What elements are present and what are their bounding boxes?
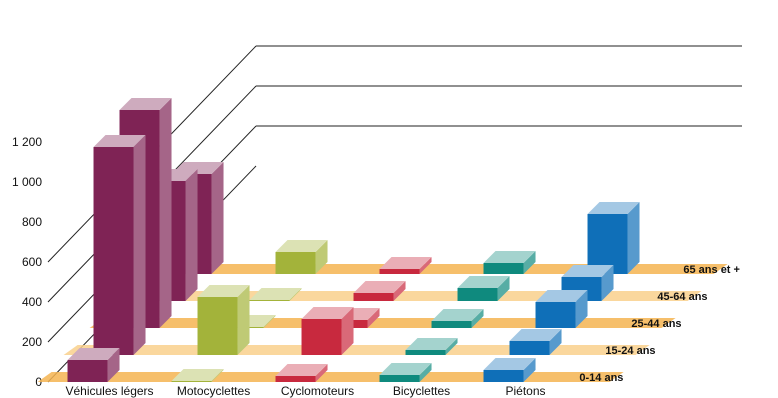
bar-cyclomoteurs-45-64-ans [353, 281, 406, 301]
series-label-15-24-ans: 15-24 ans [605, 345, 655, 357]
y-tick-label: 400 [22, 295, 42, 309]
bar-vehicules-legers-0-14-ans [67, 348, 120, 382]
bar-bicyclettes-65-ans-et [483, 251, 536, 274]
category-label-vehicules-legers: Véhicules légers [65, 384, 153, 398]
bar-bicyclettes-0-14-ans [379, 363, 432, 382]
bar-pietons-15-24-ans [509, 329, 562, 355]
bar-cyclomoteurs-15-24-ans [301, 307, 354, 355]
category-labels: Véhicules légers Motocyclettes Cyclomoteur… [65, 384, 545, 398]
bar-pietons-25-44-ans [535, 290, 588, 328]
bars [67, 98, 640, 382]
bar-cyclomoteurs-65-ans-et [379, 257, 432, 274]
floor-strip [89, 318, 676, 328]
floor-strip [63, 345, 650, 355]
bar-pietons-0-14-ans [483, 358, 536, 382]
category-label-bicyclettes: Bicyclettes [393, 384, 450, 398]
bar-motocyclettes-65-ans-et [275, 240, 328, 274]
series-label-0-14-ans: 0-14 ans [579, 372, 623, 384]
floor-strip [141, 264, 728, 274]
series-label-45-64-ans: 45-64 ans [657, 291, 707, 303]
bar-vehicules-legers-15-24-ans [93, 135, 146, 355]
bar-bicyclettes-25-44-ans [431, 309, 484, 328]
category-label-cyclomoteurs: Cyclomoteurs [281, 384, 354, 398]
y-tick-label: 600 [22, 255, 42, 269]
series-label-25-44-ans: 25-44 ans [631, 318, 681, 330]
series-label-65-ans-et: 65 ans et + [683, 264, 740, 276]
bar-cyclomoteurs-0-14-ans [275, 364, 328, 382]
y-tick-label: 800 [22, 215, 42, 229]
category-label-pietons: Piétons [506, 384, 546, 398]
floor-strip [37, 372, 624, 382]
bar-bicyclettes-15-24-ans [405, 338, 458, 355]
y-tick-label: 1 200 [12, 135, 42, 149]
category-label-motocyclettes: Motocyclettes [177, 384, 250, 398]
series-labels: 0-14 ans 15-24 ans 25-44 ans 45-64 ans 65 an… [579, 264, 740, 384]
bar-motocyclettes-45-64-ans [249, 288, 302, 301]
y-tick-label: 1 000 [12, 175, 42, 189]
y-tick-label: 200 [22, 335, 42, 349]
bar-bicyclettes-45-64-ans [457, 276, 510, 301]
bar-motocyclettes-15-24-ans [197, 285, 250, 355]
bar-pietons-65-ans-et [587, 202, 640, 274]
bar-motocyclettes-0-14-ans [171, 369, 224, 382]
